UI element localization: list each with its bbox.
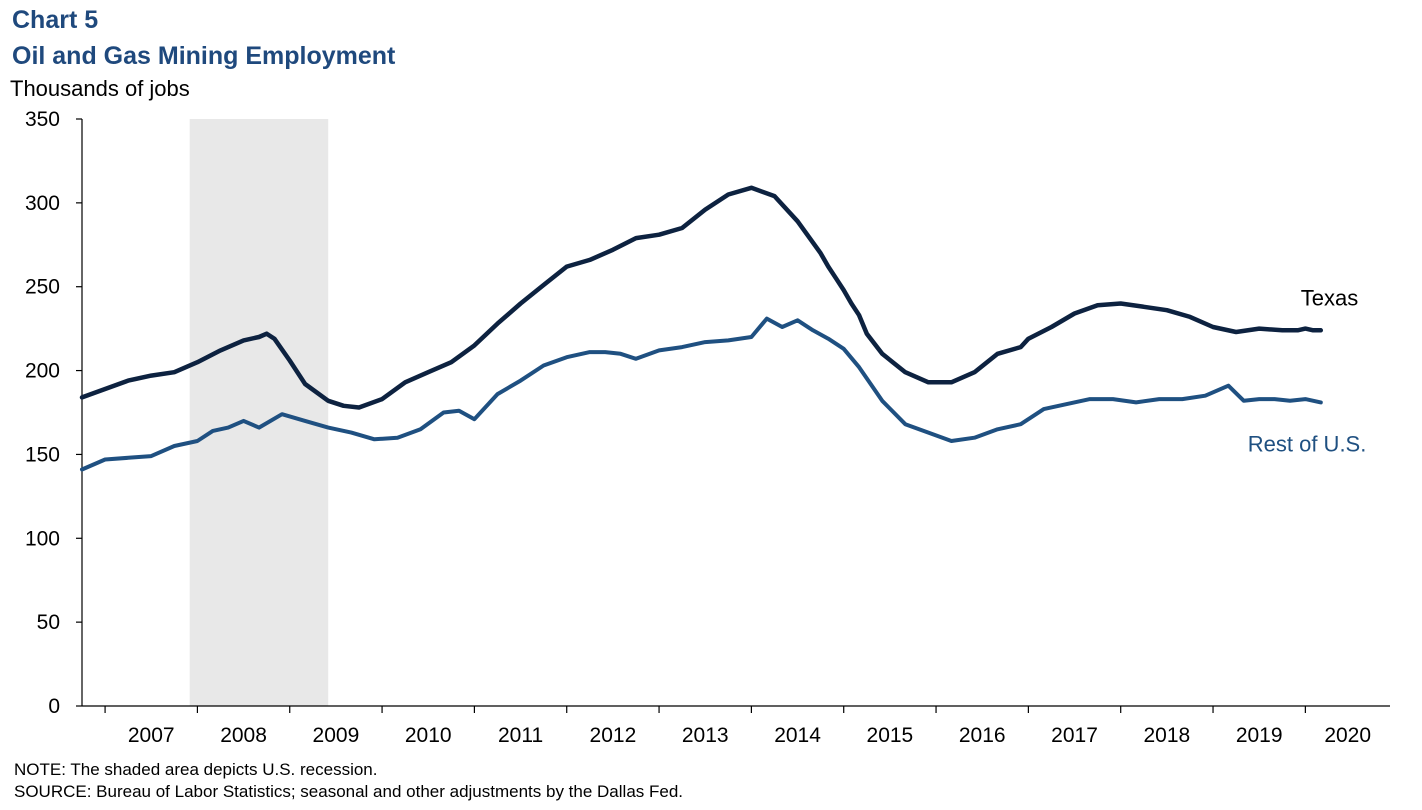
recession-shading bbox=[189, 119, 329, 706]
line-chart: 0 50 100 150 200 250 300 350 2007 2008 2009 2010 201… bbox=[25, 108, 1390, 747]
x-tick-label-2008: 2008 bbox=[220, 724, 267, 747]
x-tick-label-2014: 2014 bbox=[774, 724, 821, 747]
x-tick-label-2017: 2017 bbox=[1051, 724, 1098, 747]
x-tick-label-2015: 2015 bbox=[867, 724, 914, 747]
y-tick-label-150: 150 bbox=[25, 443, 60, 466]
x-tick-label-2007: 2007 bbox=[128, 724, 175, 747]
recession-band-0 bbox=[189, 119, 329, 706]
x-tick-label-2010: 2010 bbox=[405, 724, 452, 747]
footnote-note: NOTE: The shaded area depicts U.S. reces… bbox=[14, 760, 378, 779]
x-tick-label-2019: 2019 bbox=[1236, 724, 1283, 747]
y-tick-label-0: 0 bbox=[48, 695, 60, 718]
y-tick-label-200: 200 bbox=[25, 360, 60, 383]
y-tick-label-100: 100 bbox=[25, 527, 60, 550]
y-tick-label-50: 50 bbox=[37, 611, 60, 634]
x-tick-label-2020: 2020 bbox=[1324, 724, 1371, 747]
series-labels: Texas Rest of U.S. bbox=[1248, 285, 1367, 456]
series-label-rest-of-us: Rest of U.S. bbox=[1248, 431, 1367, 456]
series-label-texas: Texas bbox=[1301, 285, 1358, 310]
y-tick-label-300: 300 bbox=[25, 192, 60, 215]
x-tick-label-2016: 2016 bbox=[959, 724, 1006, 747]
x-tick-label-2009: 2009 bbox=[313, 724, 360, 747]
x-tick-label-2012: 2012 bbox=[590, 724, 637, 747]
x-tick-label-2013: 2013 bbox=[682, 724, 729, 747]
axes: 0 50 100 150 200 250 300 350 2007 2008 2009 2010 201… bbox=[25, 108, 1390, 747]
y-tick-label-250: 250 bbox=[25, 276, 60, 299]
y-axis-unit-label: Thousands of jobs bbox=[10, 76, 190, 101]
x-tick-label-2018: 2018 bbox=[1144, 724, 1191, 747]
chart-number: Chart 5 bbox=[12, 6, 99, 34]
series-lines bbox=[79, 185, 1324, 472]
series-line-texas bbox=[79, 185, 1324, 410]
chart-title: Oil and Gas Mining Employment bbox=[12, 42, 396, 70]
y-tick-label-350: 350 bbox=[25, 108, 60, 131]
x-tick-label-2011: 2011 bbox=[498, 724, 543, 747]
footnote-source: SOURCE: Bureau of Labor Statistics; seas… bbox=[14, 782, 684, 801]
series-line-rest-of-u-s bbox=[80, 316, 1323, 472]
